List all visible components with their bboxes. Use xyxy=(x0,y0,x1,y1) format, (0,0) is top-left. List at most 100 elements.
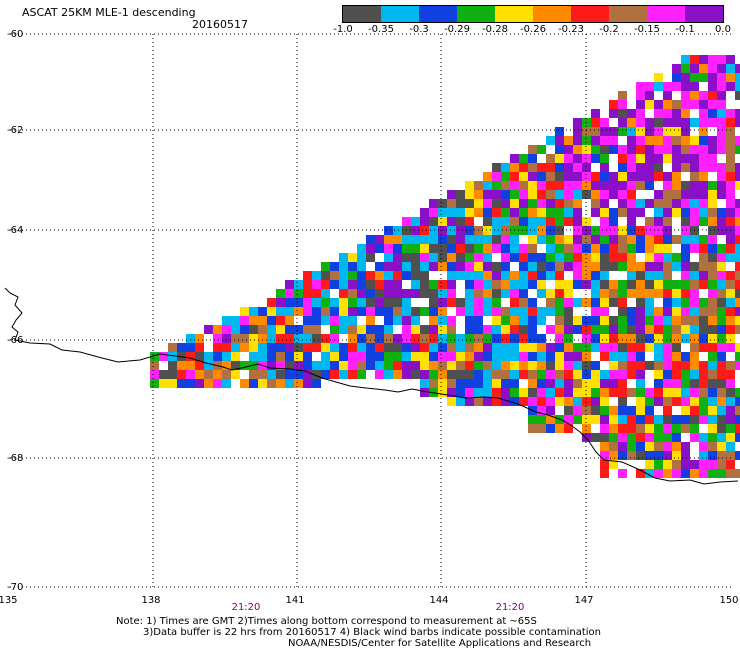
data-cell xyxy=(717,343,726,352)
data-cell xyxy=(438,199,447,208)
data-cell xyxy=(519,163,528,172)
data-cell xyxy=(429,379,438,388)
data-cell xyxy=(681,361,690,370)
data-cell xyxy=(618,451,627,460)
data-cell xyxy=(690,406,699,415)
data-cell xyxy=(726,397,735,406)
data-cell xyxy=(420,388,429,397)
data-cell xyxy=(726,433,735,442)
data-cell xyxy=(591,145,600,154)
data-cell xyxy=(609,370,618,379)
data-cell xyxy=(726,55,735,64)
data-cell xyxy=(690,469,699,478)
data-cell xyxy=(411,334,420,343)
data-cell xyxy=(249,307,258,316)
data-cell xyxy=(645,289,654,298)
data-cell xyxy=(600,415,609,424)
data-cell xyxy=(645,262,654,271)
data-cell xyxy=(663,208,672,217)
data-cell xyxy=(375,325,384,334)
data-cell xyxy=(717,397,726,406)
data-cell xyxy=(663,235,672,244)
data-cell xyxy=(519,370,528,379)
data-cell xyxy=(618,145,627,154)
data-cell xyxy=(249,352,258,361)
data-cell xyxy=(474,208,483,217)
data-cell xyxy=(537,271,546,280)
data-cell xyxy=(672,388,681,397)
data-cell xyxy=(339,262,348,271)
data-cell xyxy=(609,352,618,361)
data-cell xyxy=(501,325,510,334)
data-cell xyxy=(465,244,474,253)
data-cell xyxy=(303,334,312,343)
data-cell xyxy=(222,316,231,325)
data-cell xyxy=(591,388,600,397)
data-cell xyxy=(465,190,474,199)
data-cell xyxy=(564,181,573,190)
data-cell xyxy=(708,352,717,361)
data-cell xyxy=(654,451,663,460)
data-cell xyxy=(654,397,663,406)
data-cell xyxy=(726,325,735,334)
data-cell xyxy=(636,235,645,244)
data-cell xyxy=(186,334,195,343)
data-cell xyxy=(483,271,492,280)
data-cell xyxy=(618,181,627,190)
data-cell xyxy=(636,379,645,388)
data-cell xyxy=(735,424,740,433)
data-cell xyxy=(528,271,537,280)
data-cell xyxy=(645,91,654,100)
data-cell xyxy=(474,244,483,253)
data-cell xyxy=(537,280,546,289)
data-cell xyxy=(564,289,573,298)
data-cell xyxy=(609,145,618,154)
data-cell xyxy=(321,289,330,298)
data-cell xyxy=(600,271,609,280)
data-cell xyxy=(564,415,573,424)
data-cell xyxy=(474,181,483,190)
data-cell xyxy=(654,154,663,163)
data-cell xyxy=(528,217,537,226)
data-cell xyxy=(276,307,285,316)
data-cell xyxy=(231,316,240,325)
data-cell xyxy=(393,289,402,298)
data-cell xyxy=(573,181,582,190)
data-cell xyxy=(618,334,627,343)
data-cell xyxy=(564,235,573,244)
data-cell xyxy=(726,307,735,316)
data-cell xyxy=(699,442,708,451)
data-cell xyxy=(375,244,384,253)
data-cell xyxy=(627,181,636,190)
data-cell xyxy=(672,415,681,424)
data-cell xyxy=(717,442,726,451)
data-cell xyxy=(654,442,663,451)
data-cell xyxy=(366,334,375,343)
data-cell xyxy=(573,271,582,280)
data-cell xyxy=(636,424,645,433)
data-cell xyxy=(636,343,645,352)
data-cell xyxy=(465,343,474,352)
data-cell xyxy=(474,388,483,397)
data-cell xyxy=(609,442,618,451)
data-cell xyxy=(555,361,564,370)
data-cell xyxy=(555,271,564,280)
data-cell xyxy=(681,208,690,217)
data-cell xyxy=(645,298,654,307)
data-cell xyxy=(609,127,618,136)
data-cell xyxy=(735,226,740,235)
data-cell xyxy=(735,298,740,307)
data-cell xyxy=(591,415,600,424)
data-cell xyxy=(438,208,447,217)
data-cell xyxy=(717,469,726,478)
data-cell xyxy=(573,118,582,127)
data-cell xyxy=(555,298,564,307)
data-cell xyxy=(600,442,609,451)
data-cell xyxy=(672,172,681,181)
data-cell xyxy=(348,325,357,334)
data-cell xyxy=(636,145,645,154)
data-cell xyxy=(429,352,438,361)
data-cell xyxy=(672,73,681,82)
data-cell xyxy=(627,172,636,181)
data-cell xyxy=(600,370,609,379)
